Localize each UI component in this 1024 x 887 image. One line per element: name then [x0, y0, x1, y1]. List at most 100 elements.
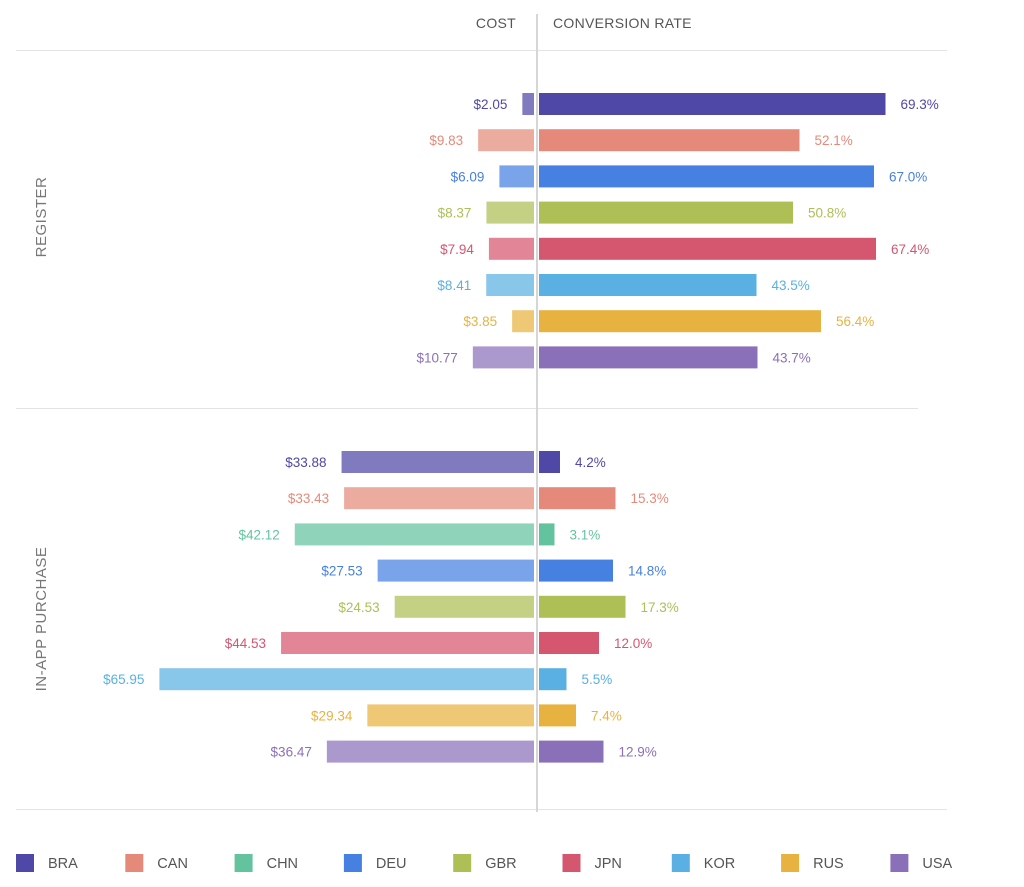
legend-label: KOR [704, 856, 735, 872]
legend-label: BRA [48, 856, 78, 872]
cost-bar [499, 165, 534, 188]
cost-label: $44.53 [225, 636, 266, 651]
legend-label: CAN [157, 856, 188, 872]
conversion-bar [539, 632, 599, 654]
legend-item-jpn: JPN [562, 854, 622, 872]
cost-bar [326, 740, 534, 763]
grid-lines [16, 14, 947, 812]
bar-row-deu: $6.09 67.0% [451, 165, 927, 188]
cost-bar [488, 237, 534, 260]
legend-item-usa: USA [890, 854, 953, 872]
conversion-label: 5.5% [582, 672, 613, 687]
conversion-bar [539, 165, 874, 188]
cost-label: $9.83 [429, 133, 463, 148]
cost-bar [394, 595, 534, 618]
bar-row-jpn: $7.94 67.4% [440, 237, 929, 260]
legend-swatch [16, 854, 34, 872]
cost-label: $36.47 [271, 745, 312, 760]
conversion-label: 12.0% [614, 636, 652, 651]
conversion-rate-header: CONVERSION RATE [553, 15, 692, 31]
legend-item-bra: BRA [16, 854, 78, 872]
conversion-label: 12.9% [619, 745, 657, 760]
legend-label: DEU [376, 856, 407, 872]
cost-bar [478, 129, 534, 152]
legend-swatch [343, 854, 362, 872]
cost-label: $33.88 [285, 455, 326, 470]
bar-row-usa: $10.77 43.7% [417, 346, 811, 369]
conversion-label: 7.4% [591, 708, 622, 723]
conversion-bar [539, 310, 821, 333]
legend-swatch [562, 854, 581, 872]
bar-row-kor: $8.41 43.5% [437, 274, 810, 296]
cost-bar [294, 523, 534, 546]
cost-header: COST [476, 15, 516, 31]
bar-row-usa: $36.47 12.9% [271, 740, 657, 763]
bar-row-deu: $27.53 14.8% [321, 559, 666, 582]
legend-item-can: CAN [125, 854, 188, 872]
cost-bar [367, 704, 534, 727]
legend-item-kor: KOR [671, 854, 735, 872]
cost-label: $8.37 [438, 206, 472, 221]
cost-label: $6.09 [451, 169, 485, 184]
conversion-bar [539, 523, 555, 546]
cost-bar [377, 559, 534, 582]
bar-row-kor: $65.95 5.5% [103, 668, 613, 691]
cost-label: $65.95 [103, 672, 144, 687]
legend-item-rus: RUS [781, 854, 844, 872]
legend-swatch [234, 854, 253, 872]
bar-row-rus: $3.85 56.4% [463, 310, 874, 333]
cost-label: $29.34 [311, 708, 353, 723]
legend-item-chn: CHN [234, 854, 298, 872]
conversion-label: 56.4% [836, 314, 874, 329]
bar-row-can: $33.43 15.3% [288, 487, 669, 510]
bar-row-gbr: $8.37 50.8% [438, 201, 846, 224]
cost-bar [472, 346, 534, 369]
cost-bar [281, 632, 534, 654]
section-title: REGISTER [33, 177, 50, 258]
legend-label: USA [922, 856, 952, 872]
legend-label: CHN [267, 856, 298, 872]
bar-row-rus: $29.34 7.4% [311, 704, 622, 727]
conversion-label: 3.1% [570, 527, 601, 542]
legend-swatch [781, 854, 800, 872]
bar-row-chn: $42.12 3.1% [238, 523, 601, 546]
conversion-bar [539, 595, 626, 618]
cost-bar [159, 668, 535, 691]
conversion-bar [539, 237, 876, 260]
conversion-bar [539, 274, 757, 296]
legend-swatch [453, 854, 472, 872]
conversion-bar [539, 129, 800, 152]
cost-bar [522, 93, 534, 115]
cost-label: $3.85 [463, 314, 497, 329]
bar-row-bra: $33.88 4.2% [285, 451, 606, 473]
conversion-bar [539, 487, 616, 510]
cost-bar [341, 451, 534, 473]
conversion-bar [539, 740, 604, 763]
conversion-label: 4.2% [575, 455, 606, 470]
bar-row-jpn: $44.53 12.0% [225, 632, 652, 654]
legend-item-deu: DEU [343, 854, 407, 872]
cost-label: $8.41 [437, 278, 471, 293]
conversion-label: 43.5% [772, 278, 810, 293]
cost-label: $2.05 [474, 97, 508, 112]
conversion-label: 67.4% [891, 242, 929, 257]
legend-label: JPN [595, 856, 622, 872]
section-register: REGISTER $2.05 69.3% $9.83 52.1% $6.09 67.0% $8… [33, 93, 939, 369]
legend-swatch [125, 854, 144, 872]
conversion-bar [539, 559, 613, 582]
cost-label: $24.53 [338, 600, 379, 615]
conversion-label: 43.7% [773, 350, 811, 365]
section-title: IN-APP PURCHASE [33, 547, 50, 692]
legend: BRA CAN CHN DEU GBR JPN KOR RUS USA [16, 854, 953, 872]
cost-label: $7.94 [440, 242, 474, 257]
conversion-label: 17.3% [641, 600, 679, 615]
cost-bar [344, 487, 534, 510]
conversion-bar [539, 451, 560, 473]
bar-row-can: $9.83 52.1% [429, 129, 853, 152]
conversion-bar [539, 704, 576, 727]
conversion-bar [539, 346, 758, 369]
conversion-bar [539, 201, 793, 224]
conversion-label: 50.8% [808, 206, 846, 221]
legend-label: RUS [813, 856, 844, 872]
